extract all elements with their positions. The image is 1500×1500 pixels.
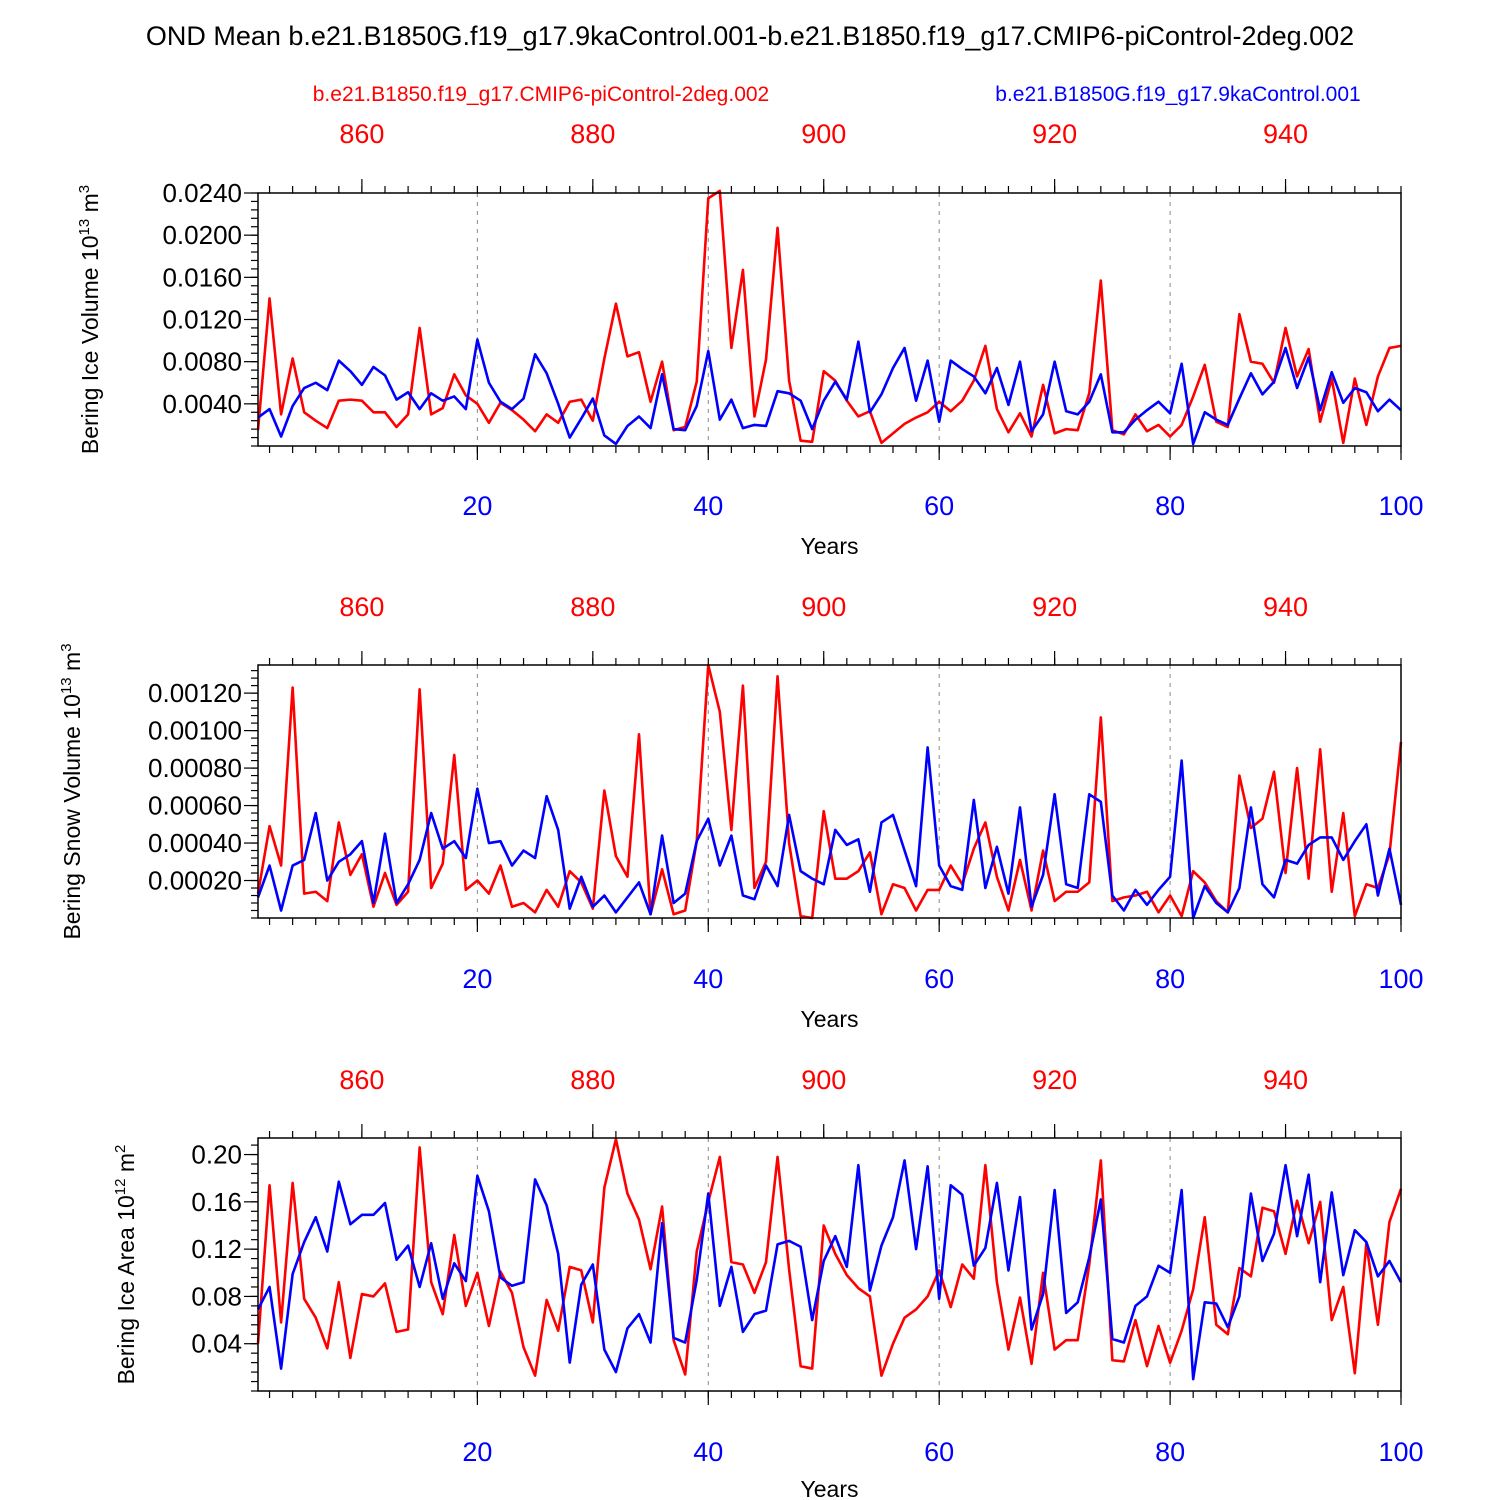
top-tick-label: 900 bbox=[801, 119, 846, 149]
x-tick-label: 100 bbox=[1378, 491, 1423, 521]
x-axis-label: Years bbox=[801, 1006, 859, 1032]
top-tick-label: 940 bbox=[1263, 1065, 1308, 1095]
y-axis-label-superscript: 13 bbox=[58, 677, 75, 694]
y-axis-label-superscript: 13 bbox=[76, 219, 93, 236]
y-axis-label: Bering Ice Area 1012 m2 bbox=[112, 1145, 139, 1385]
y-axis-label: Bering Snow Volume 1013 m3 bbox=[58, 643, 85, 939]
series-line-blue bbox=[256, 1159, 1403, 1381]
series-line-red bbox=[256, 1137, 1403, 1377]
x-tick-label: 20 bbox=[462, 964, 492, 994]
y-tick-label: 0.0160 bbox=[162, 262, 242, 292]
x-tick-label: 100 bbox=[1378, 964, 1423, 994]
y-tick-label: 0.16 bbox=[191, 1187, 242, 1217]
x-tick-label: 60 bbox=[924, 1437, 954, 1467]
top-tick-label: 920 bbox=[1032, 119, 1077, 149]
x-tick-label: 20 bbox=[462, 491, 492, 521]
plot-frame bbox=[257, 192, 1402, 447]
y-tick-label: 0.0120 bbox=[162, 305, 242, 335]
top-tick-label: 860 bbox=[339, 119, 384, 149]
x-tick-label: 80 bbox=[1155, 491, 1185, 521]
top-tick-label: 900 bbox=[801, 1065, 846, 1095]
y-axis-label-part: Bering Ice Volume 10 bbox=[77, 235, 103, 454]
y-tick-label: 0.00100 bbox=[148, 716, 242, 746]
y-tick-label: 0.20 bbox=[191, 1140, 242, 1170]
x-tick-label: 40 bbox=[693, 964, 723, 994]
panels: 20 40 60 80 100 860 880 900 920 940 0.0040 0.0080 0.… bbox=[58, 119, 1424, 1500]
y-axis-label-superscript: 3 bbox=[76, 185, 93, 193]
top-tick-label: 880 bbox=[570, 1065, 615, 1095]
x-tick-label: 20 bbox=[462, 1437, 492, 1467]
chart-panel-3: 20 40 60 80 100 860 880 900 920 940 0.04 0.08 0.12 0.… bbox=[112, 1065, 1424, 1500]
top-tick-label: 920 bbox=[1032, 592, 1077, 622]
y-tick-label: 0.04 bbox=[191, 1329, 242, 1359]
y-tick-label: 0.00040 bbox=[148, 828, 242, 858]
top-tick-label: 940 bbox=[1263, 119, 1308, 149]
y-axis-label: Bering Ice Volume 1013 m3 bbox=[76, 185, 103, 454]
top-tick-label: 920 bbox=[1032, 1065, 1077, 1095]
series-line-blue bbox=[257, 338, 1402, 446]
top-tick-label: 940 bbox=[1263, 592, 1308, 622]
plot-frame bbox=[257, 664, 1402, 919]
y-tick-label: 0.0080 bbox=[162, 347, 242, 377]
y-axis-label-part: m bbox=[113, 1153, 139, 1179]
y-tick-label: 0.0240 bbox=[162, 178, 242, 208]
x-tick-label: 100 bbox=[1378, 1437, 1423, 1467]
x-tick-label: 60 bbox=[924, 964, 954, 994]
series-line-red bbox=[256, 189, 1402, 445]
top-tick-label: 880 bbox=[570, 592, 615, 622]
y-tick-label: 0.00060 bbox=[148, 791, 242, 821]
x-tick-label: 60 bbox=[924, 491, 954, 521]
top-tick-label: 860 bbox=[339, 592, 384, 622]
x-tick-label: 80 bbox=[1155, 1437, 1185, 1467]
y-axis-label-superscript: 3 bbox=[58, 643, 75, 651]
y-tick-label: 0.0200 bbox=[162, 220, 242, 250]
y-axis-label-superscript: 12 bbox=[112, 1178, 129, 1195]
x-axis-label: Years bbox=[801, 533, 859, 559]
y-axis-label-part: Bering Ice Area 10 bbox=[113, 1195, 139, 1384]
y-tick-label: 0.00020 bbox=[148, 866, 242, 896]
y-tick-label: 0.12 bbox=[191, 1234, 242, 1264]
top-tick-label: 900 bbox=[801, 592, 846, 622]
chart-panel-1: 20 40 60 80 100 860 880 900 920 940 0.0040 0.0080 0.… bbox=[76, 119, 1424, 559]
top-tick-label: 880 bbox=[570, 119, 615, 149]
x-tick-label: 80 bbox=[1155, 964, 1185, 994]
series-line-red bbox=[256, 663, 1403, 920]
y-tick-label: 0.00120 bbox=[148, 678, 242, 708]
y-axis-label-superscript: 2 bbox=[112, 1145, 129, 1153]
y-tick-label: 0.00080 bbox=[148, 753, 242, 783]
y-axis-label-part: Bering Snow Volume 10 bbox=[59, 694, 85, 940]
plot-frame bbox=[257, 1137, 1402, 1392]
y-axis-label-part: m bbox=[77, 193, 103, 219]
figure-title: OND Mean b.e21.B1850G.f19_g17.9kaControl… bbox=[146, 21, 1354, 51]
chart-panel-2: 20 40 60 80 100 860 880 900 920 940 0.00020 0.00040… bbox=[58, 592, 1424, 1032]
x-tick-label: 40 bbox=[693, 491, 723, 521]
series-line-blue bbox=[256, 746, 1403, 920]
top-tick-label: 860 bbox=[339, 1065, 384, 1095]
x-axis-label: Years bbox=[801, 1476, 859, 1500]
legend-red-label: b.e21.B1850.f19_g17.CMIP6-piControl-2deg… bbox=[313, 83, 769, 106]
y-tick-label: 0.0040 bbox=[162, 389, 242, 419]
y-tick-label: 0.08 bbox=[191, 1281, 242, 1311]
y-axis-label-part: m bbox=[59, 652, 85, 678]
legend-blue-label: b.e21.B1850G.f19_g17.9kaControl.001 bbox=[995, 83, 1360, 106]
x-tick-label: 40 bbox=[693, 1437, 723, 1467]
